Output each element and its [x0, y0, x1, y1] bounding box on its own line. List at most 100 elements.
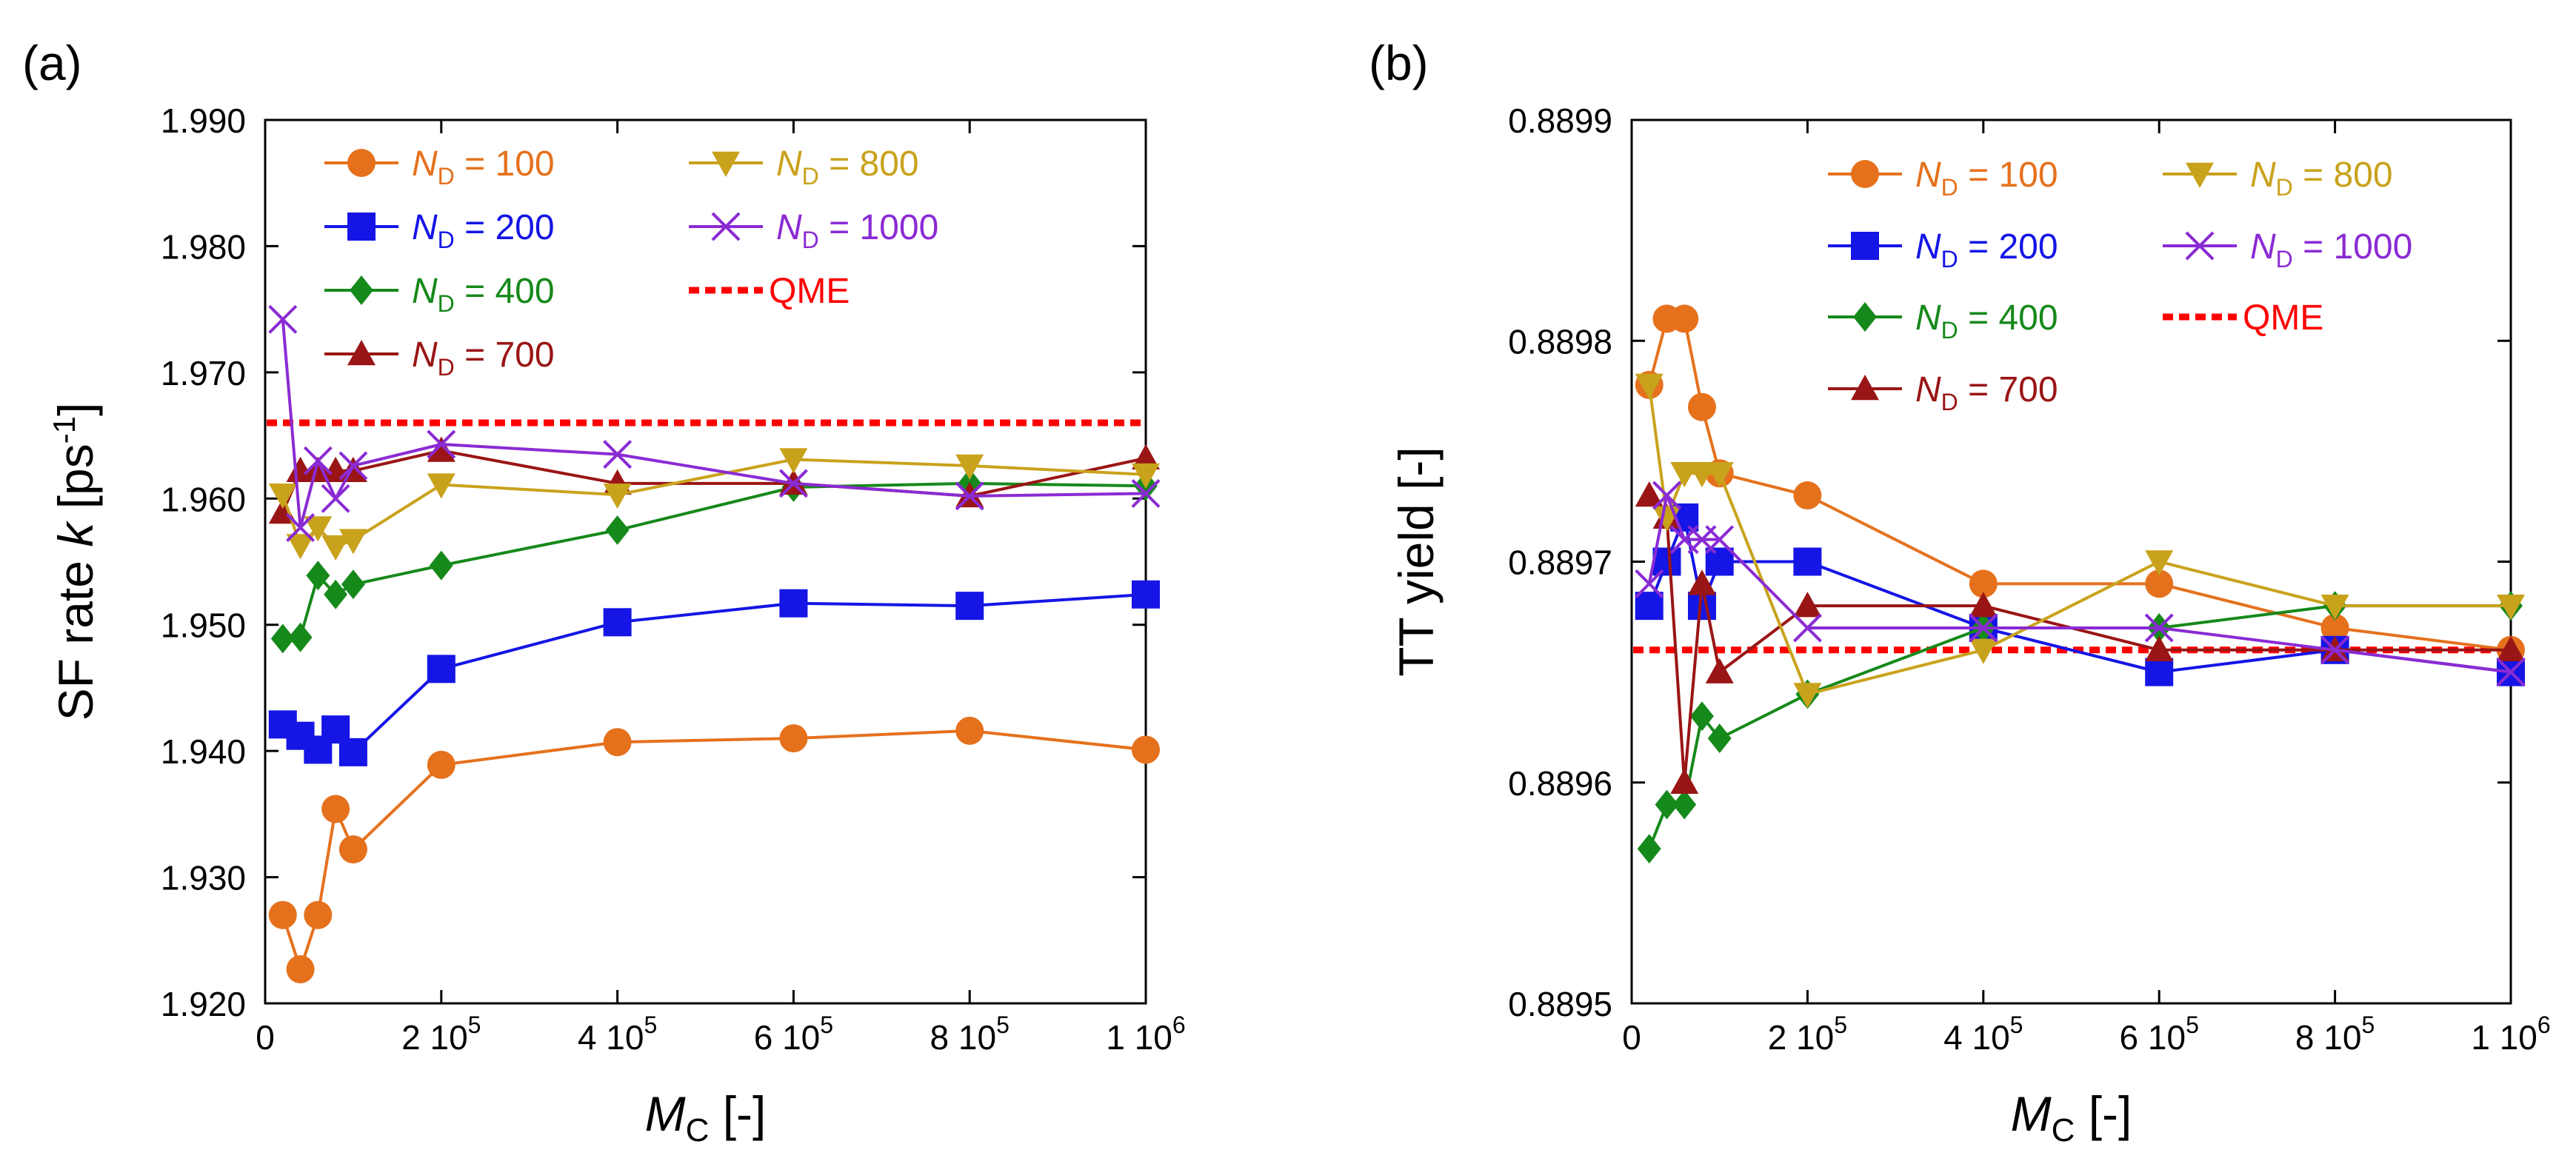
- y-tick-label: 1.930: [161, 859, 246, 897]
- data-point: [1132, 580, 1160, 609]
- legend-marker: [712, 151, 740, 177]
- legend-item-n800: ND = 800: [689, 144, 919, 190]
- legend-marker: [1851, 232, 1879, 260]
- data-point: [1792, 613, 1822, 643]
- data-point: [1131, 479, 1161, 508]
- data-point: [1707, 723, 1732, 754]
- data-point: [427, 429, 456, 459]
- series-n100: [268, 716, 1160, 983]
- data-point: [2320, 594, 2349, 621]
- data-point: [1132, 444, 1160, 469]
- data-point: [603, 440, 633, 469]
- data-point: [603, 483, 632, 509]
- data-point: [321, 535, 350, 561]
- y-tick-label: 1.940: [161, 732, 246, 771]
- x-tick-label: 1 106: [2471, 1011, 2550, 1057]
- legend-marker: [1853, 302, 1877, 332]
- legend-marker: [2185, 231, 2215, 261]
- data-point: [603, 728, 632, 757]
- legend-label: ND = 700: [1915, 370, 2058, 415]
- data-point: [1687, 392, 1716, 421]
- data-point: [1670, 304, 1699, 333]
- data-point: [1793, 547, 1822, 576]
- legend-label: ND = 200: [1915, 227, 2058, 272]
- y-tick-label: 1.970: [161, 354, 246, 392]
- data-point: [955, 454, 984, 480]
- y-axis-label: TT yield [-]: [1389, 447, 1444, 677]
- legend-item-n100: ND = 100: [324, 144, 555, 190]
- data-point: [427, 750, 456, 779]
- data-point: [2320, 635, 2350, 665]
- data-point: [955, 481, 984, 511]
- data-point: [1637, 834, 1661, 864]
- legend-label-qme: QME: [2243, 298, 2323, 338]
- data-point: [306, 561, 330, 591]
- data-point: [1635, 373, 1664, 399]
- data-point: [2320, 613, 2349, 642]
- series-line-n800: [281, 458, 1147, 549]
- legend-item-n700: ND = 700: [1828, 370, 2058, 415]
- data-point: [1132, 735, 1160, 764]
- x-axis-label: MC [-]: [645, 1086, 767, 1148]
- data-point: [2497, 635, 2525, 661]
- data-point: [1969, 613, 1998, 643]
- legend-item-n800: ND = 800: [2163, 156, 2393, 201]
- data-point: [427, 436, 456, 462]
- x-tick-label: 4 105: [578, 1011, 657, 1057]
- data-point: [1705, 658, 1734, 683]
- y-tick-label: 1.920: [161, 985, 246, 1023]
- x-tick-label: 6 105: [2120, 1011, 2199, 1057]
- legend: ND = 100 ND = 200 ND = 400 ND = 700 ND = 800…: [324, 144, 938, 381]
- data-point: [1655, 789, 1679, 820]
- data-point: [1687, 569, 1716, 595]
- y-tick-label: 1.950: [161, 606, 246, 645]
- legend-item-qme: QME: [689, 272, 850, 311]
- series-line-n700: [1648, 494, 2511, 784]
- panel-b: (b) 0.8895 0.8896 0.8897 0.8898 0.8899 0 2 105 4…: [1369, 36, 2551, 1148]
- legend-item-n700: ND = 700: [324, 335, 555, 381]
- legend-marker: [1851, 160, 1879, 188]
- data-point: [338, 738, 367, 766]
- x-tick-label: 2 105: [401, 1011, 481, 1057]
- legend-item-n400: ND = 400: [324, 272, 555, 317]
- data-point: [603, 608, 632, 637]
- y-tick-label: 1.980: [161, 227, 246, 266]
- legend-label: ND = 800: [776, 144, 919, 190]
- data-point: [427, 655, 456, 683]
- legend-marker: [350, 275, 373, 305]
- data-point: [268, 483, 297, 509]
- data-point: [1793, 683, 1822, 709]
- legend-label: ND = 400: [1915, 298, 2058, 344]
- legend-label: ND = 1000: [776, 208, 938, 253]
- y-tick-label: 1.960: [161, 480, 246, 518]
- data-point: [338, 451, 368, 481]
- legend-label: ND = 100: [1915, 156, 2058, 201]
- data-point: [2497, 594, 2525, 621]
- series-n800: [268, 448, 1160, 561]
- data-point: [2145, 569, 2174, 598]
- data-point: [779, 448, 808, 474]
- legend-item-n1000: ND = 1000: [2163, 227, 2412, 272]
- series-n100: [1635, 304, 2525, 664]
- y-tick-label: 1.990: [161, 101, 246, 140]
- data-point: [1793, 592, 1822, 618]
- series-line-n400: [282, 481, 1147, 641]
- legend-label-qme: QME: [769, 272, 850, 311]
- data-point: [1690, 701, 1714, 732]
- legend-label: ND = 1000: [2250, 227, 2412, 272]
- data-point: [268, 304, 298, 334]
- legend-marker: [2186, 162, 2214, 188]
- series-line-n1000: [281, 319, 1147, 529]
- x-tick-label: 8 105: [930, 1011, 1010, 1057]
- x-tick-label: 8 105: [2295, 1011, 2375, 1057]
- data-point: [1705, 525, 1735, 555]
- data-point: [321, 795, 350, 823]
- data-point: [1705, 462, 1734, 488]
- y-tick-label: 0.8895: [1508, 985, 1612, 1023]
- data-point: [2145, 550, 2174, 576]
- legend-label: ND = 100: [412, 144, 555, 190]
- data-point: [427, 473, 456, 499]
- x-axis-label: MC [-]: [2011, 1086, 2132, 1148]
- data-point: [286, 513, 316, 542]
- data-point: [779, 724, 808, 753]
